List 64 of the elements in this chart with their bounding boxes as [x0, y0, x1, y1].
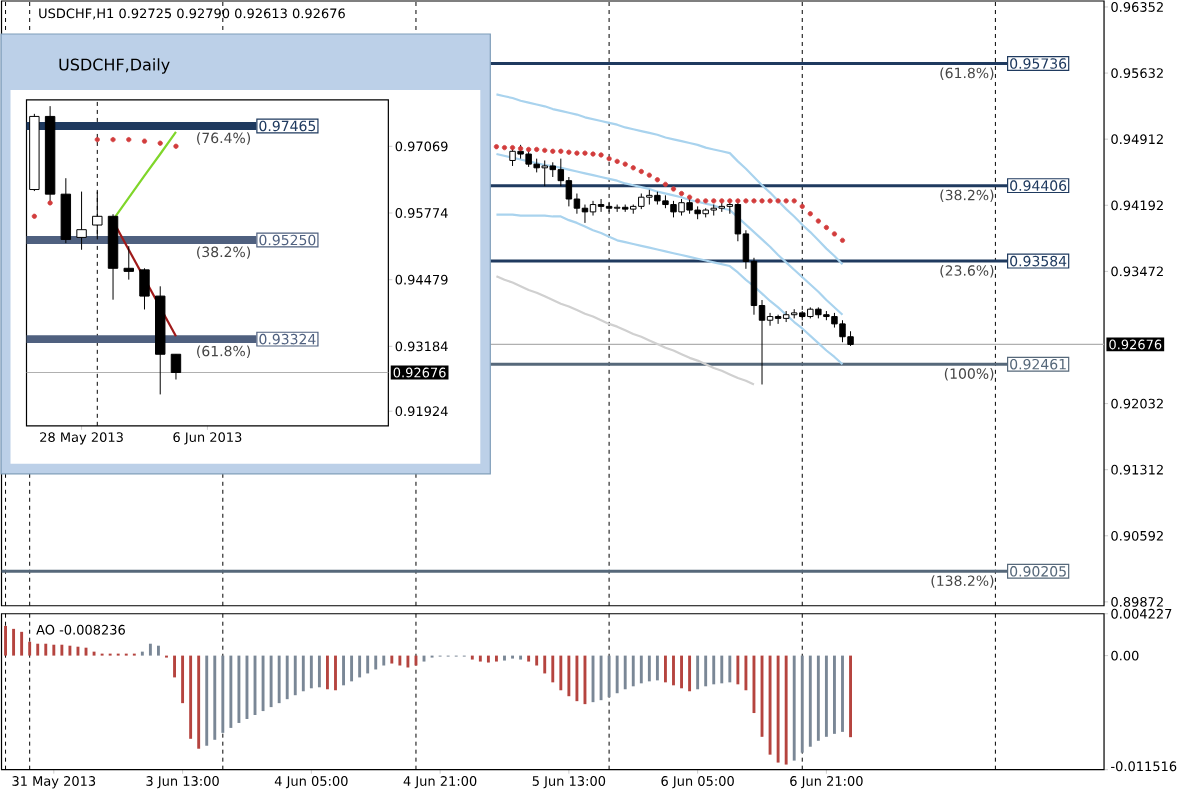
- point: [141, 138, 148, 144]
- candlestick: [565, 176, 573, 208]
- point: [783, 198, 789, 204]
- point: [638, 169, 644, 175]
- point: [711, 198, 717, 204]
- point: [94, 137, 100, 143]
- candlestick: [123, 245, 134, 281]
- candlestick: [766, 312, 774, 327]
- point: [509, 145, 516, 151]
- point: [678, 191, 685, 197]
- point: [839, 237, 846, 244]
- point: [566, 149, 572, 155]
- point: [126, 137, 132, 143]
- point: [751, 198, 757, 204]
- candlestick: [60, 177, 72, 244]
- point: [526, 147, 532, 153]
- point: [542, 147, 548, 154]
- point: [582, 150, 588, 156]
- point: [173, 143, 179, 150]
- point: [590, 151, 596, 157]
- point: [630, 165, 636, 171]
- candlestick: [597, 198, 605, 213]
- point: [703, 198, 709, 204]
- candlestick: [839, 319, 846, 343]
- point: [598, 152, 604, 158]
- line-series: [495, 275, 756, 386]
- point: [727, 198, 733, 204]
- candlestick: [581, 204, 589, 224]
- point: [767, 198, 773, 204]
- candlestick: [170, 353, 182, 381]
- point: [574, 150, 580, 156]
- point: [157, 140, 163, 146]
- point: [493, 144, 500, 150]
- point: [606, 156, 612, 162]
- point: [31, 213, 37, 220]
- point: [799, 203, 805, 210]
- point: [614, 158, 620, 165]
- point: [622, 161, 628, 167]
- candlestick: [541, 160, 548, 187]
- point: [662, 181, 669, 188]
- point: [815, 218, 821, 224]
- candlestick: [76, 191, 87, 251]
- candlestick: [509, 147, 516, 167]
- point: [759, 198, 765, 204]
- point: [47, 200, 53, 206]
- point: [807, 211, 813, 217]
- point: [670, 186, 677, 192]
- point: [695, 198, 701, 204]
- point: [646, 172, 652, 178]
- point: [743, 198, 749, 204]
- point: [791, 198, 797, 204]
- candlestick: [139, 267, 150, 311]
- point: [686, 194, 693, 200]
- point: [775, 198, 781, 204]
- point: [735, 198, 741, 204]
- point: [654, 177, 660, 183]
- point: [501, 145, 508, 151]
- point: [110, 137, 116, 143]
- point: [823, 225, 829, 231]
- point: [719, 198, 725, 204]
- point: [831, 231, 838, 237]
- point: [550, 148, 556, 155]
- point: [558, 148, 564, 155]
- point: [534, 147, 540, 153]
